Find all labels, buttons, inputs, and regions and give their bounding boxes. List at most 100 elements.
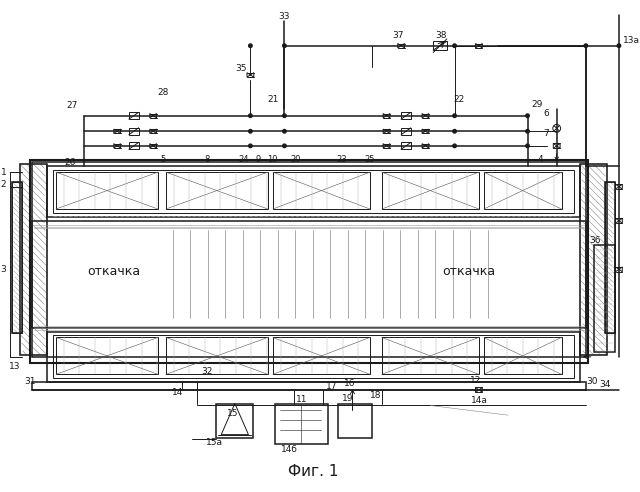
Text: 18: 18 bbox=[370, 391, 381, 400]
Text: 38: 38 bbox=[435, 31, 447, 40]
Text: 33: 33 bbox=[278, 12, 290, 21]
Text: 11: 11 bbox=[296, 395, 308, 404]
Bar bbox=[605, 182, 615, 333]
Text: 29: 29 bbox=[532, 99, 543, 109]
Text: 20: 20 bbox=[291, 155, 301, 164]
Text: 14б: 14б bbox=[281, 445, 298, 454]
Bar bbox=[401, 128, 411, 135]
Bar bbox=[273, 172, 370, 209]
Bar bbox=[580, 164, 607, 355]
Circle shape bbox=[283, 129, 286, 133]
Bar bbox=[12, 182, 22, 333]
Text: 10: 10 bbox=[268, 155, 278, 164]
Text: 12: 12 bbox=[470, 376, 482, 385]
Bar bbox=[401, 112, 411, 119]
Bar bbox=[31, 382, 586, 390]
Text: 6: 6 bbox=[543, 109, 549, 118]
Circle shape bbox=[526, 129, 529, 133]
Circle shape bbox=[526, 144, 529, 148]
Text: 19: 19 bbox=[342, 394, 353, 403]
Bar bbox=[12, 182, 22, 333]
Text: 13а: 13а bbox=[623, 36, 640, 45]
Text: 37: 37 bbox=[392, 31, 404, 40]
Text: 24: 24 bbox=[238, 155, 249, 164]
Bar bbox=[216, 403, 253, 437]
Bar bbox=[381, 172, 479, 209]
Circle shape bbox=[453, 114, 456, 118]
Text: 15а: 15а bbox=[206, 438, 223, 447]
Text: 27: 27 bbox=[67, 101, 78, 111]
Text: 4: 4 bbox=[538, 155, 543, 164]
Bar bbox=[433, 41, 447, 50]
Text: откачка: откачка bbox=[88, 265, 141, 278]
Bar bbox=[594, 245, 615, 352]
Bar bbox=[56, 338, 158, 374]
Text: 35: 35 bbox=[235, 63, 246, 72]
Text: 16: 16 bbox=[344, 379, 355, 388]
Bar bbox=[31, 221, 586, 328]
Text: 14а: 14а bbox=[470, 396, 487, 405]
Bar bbox=[31, 162, 586, 357]
Text: 3: 3 bbox=[1, 265, 6, 274]
Text: 13: 13 bbox=[10, 362, 21, 371]
Circle shape bbox=[526, 114, 529, 118]
Bar bbox=[484, 172, 561, 209]
Text: откачка: откачка bbox=[443, 265, 496, 278]
Bar bbox=[580, 164, 607, 355]
Bar bbox=[129, 143, 139, 149]
Bar bbox=[53, 336, 574, 378]
Text: 14: 14 bbox=[172, 388, 183, 398]
Bar bbox=[273, 338, 370, 374]
Bar bbox=[166, 338, 268, 374]
Circle shape bbox=[283, 44, 286, 47]
Text: 1: 1 bbox=[1, 168, 6, 177]
Bar bbox=[605, 182, 615, 333]
Circle shape bbox=[283, 144, 286, 148]
Bar bbox=[401, 143, 411, 149]
Text: 7: 7 bbox=[543, 129, 549, 138]
Circle shape bbox=[249, 44, 252, 47]
Text: 32: 32 bbox=[201, 367, 212, 376]
Text: 23: 23 bbox=[337, 155, 347, 164]
Text: 25: 25 bbox=[365, 155, 375, 164]
Bar bbox=[20, 164, 47, 355]
Bar bbox=[47, 332, 580, 382]
Bar bbox=[29, 160, 588, 363]
Text: 22: 22 bbox=[454, 94, 465, 104]
Circle shape bbox=[249, 114, 252, 118]
Text: 26: 26 bbox=[65, 158, 76, 167]
Circle shape bbox=[249, 144, 252, 148]
Bar bbox=[129, 112, 139, 119]
Text: 8: 8 bbox=[204, 155, 209, 164]
Text: 36: 36 bbox=[589, 236, 601, 245]
Circle shape bbox=[453, 144, 456, 148]
Circle shape bbox=[249, 129, 252, 133]
Bar bbox=[381, 338, 479, 374]
Text: 5: 5 bbox=[160, 155, 166, 164]
Text: 2: 2 bbox=[1, 180, 6, 189]
Text: 34: 34 bbox=[600, 379, 611, 389]
Bar bbox=[53, 170, 574, 213]
Bar bbox=[47, 166, 580, 217]
Bar bbox=[56, 172, 158, 209]
Circle shape bbox=[584, 44, 588, 47]
Text: 9: 9 bbox=[255, 155, 261, 164]
Bar bbox=[484, 338, 561, 374]
Circle shape bbox=[453, 44, 456, 47]
Text: Фиг. 1: Фиг. 1 bbox=[289, 464, 339, 479]
Text: 28: 28 bbox=[157, 88, 168, 97]
Bar bbox=[166, 172, 268, 209]
Text: 15: 15 bbox=[227, 409, 239, 418]
Text: 30: 30 bbox=[586, 377, 597, 386]
Bar bbox=[12, 182, 22, 333]
Circle shape bbox=[617, 44, 621, 47]
Text: 17: 17 bbox=[326, 381, 338, 391]
Text: 21: 21 bbox=[267, 94, 278, 104]
Bar bbox=[338, 403, 372, 437]
Text: 31: 31 bbox=[24, 377, 35, 386]
Bar bbox=[605, 182, 615, 333]
Bar bbox=[20, 164, 47, 355]
Bar bbox=[129, 128, 139, 135]
Bar bbox=[275, 403, 328, 444]
Circle shape bbox=[283, 114, 286, 118]
